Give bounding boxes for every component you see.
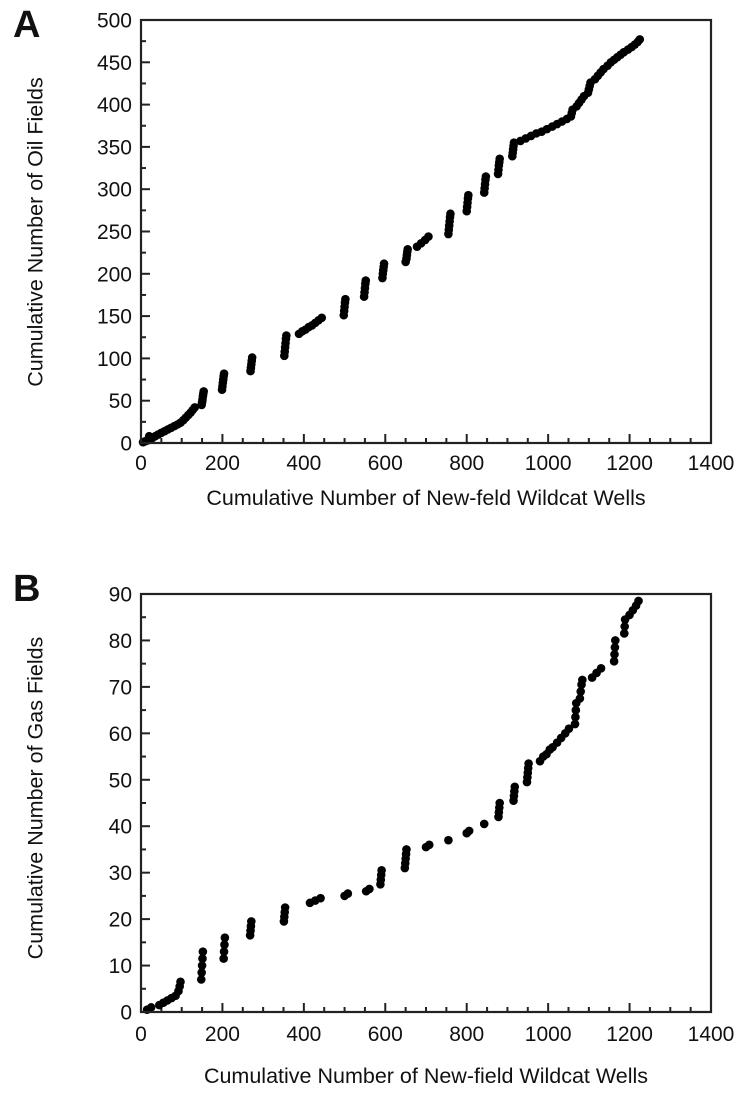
svg-text:10: 10 — [109, 955, 132, 978]
panel-b: B Cumulative Number of Gas Fields 0 200 40… — [0, 540, 738, 1099]
panel-a-plot: 0 200 400 600 800 1000 1200 1400 0 50 100 150 200 250… — [97, 10, 735, 476]
svg-text:80: 80 — [109, 630, 132, 653]
svg-text:800: 800 — [449, 452, 484, 475]
svg-text:600: 600 — [368, 1023, 403, 1046]
svg-text:400: 400 — [97, 94, 132, 117]
svg-text:200: 200 — [205, 1023, 240, 1046]
svg-text:1200: 1200 — [606, 1023, 653, 1046]
svg-text:0: 0 — [135, 1023, 147, 1046]
svg-text:400: 400 — [286, 1023, 321, 1046]
svg-text:1400: 1400 — [688, 1023, 735, 1046]
svg-text:600: 600 — [368, 452, 403, 475]
svg-text:90: 90 — [109, 584, 132, 607]
panel-a-letter: A — [13, 4, 41, 46]
svg-text:200: 200 — [97, 263, 132, 286]
svg-text:400: 400 — [286, 452, 321, 475]
svg-text:1400: 1400 — [688, 452, 735, 475]
svg-text:300: 300 — [97, 179, 132, 202]
svg-text:20: 20 — [109, 909, 132, 932]
svg-text:30: 30 — [109, 862, 132, 885]
svg-text:50: 50 — [109, 390, 132, 413]
svg-text:450: 450 — [97, 52, 132, 75]
svg-text:350: 350 — [97, 136, 132, 159]
svg-text:100: 100 — [97, 348, 132, 371]
svg-text:1000: 1000 — [525, 452, 572, 475]
svg-text:150: 150 — [97, 306, 132, 329]
panel-a-x-axis-title: Cumulative Number of New-feld Wildcat We… — [206, 486, 646, 510]
svg-text:70: 70 — [109, 676, 132, 699]
svg-text:0: 0 — [120, 1002, 132, 1025]
svg-text:40: 40 — [109, 816, 132, 839]
svg-text:800: 800 — [449, 1023, 484, 1046]
panel-b-plot: 0 200 400 600 800 1000 1200 1400 0 10 20 30 40 50 60 70… — [109, 584, 735, 1047]
svg-text:250: 250 — [97, 221, 132, 244]
svg-text:50: 50 — [109, 769, 132, 792]
svg-text:1200: 1200 — [606, 452, 653, 475]
panel-b-letter: B — [13, 568, 41, 610]
svg-text:200: 200 — [205, 452, 240, 475]
svg-text:0: 0 — [120, 433, 132, 456]
svg-text:1000: 1000 — [525, 1023, 572, 1046]
svg-text:0: 0 — [135, 452, 147, 475]
svg-text:60: 60 — [109, 723, 132, 746]
svg-text:500: 500 — [97, 10, 132, 33]
panel-a: A Cumulative Number of Oil Fields 0 200 40… — [0, 0, 738, 540]
panel-b-x-axis-title: Cumulative Number of New-field Wildcat W… — [203, 1064, 649, 1088]
